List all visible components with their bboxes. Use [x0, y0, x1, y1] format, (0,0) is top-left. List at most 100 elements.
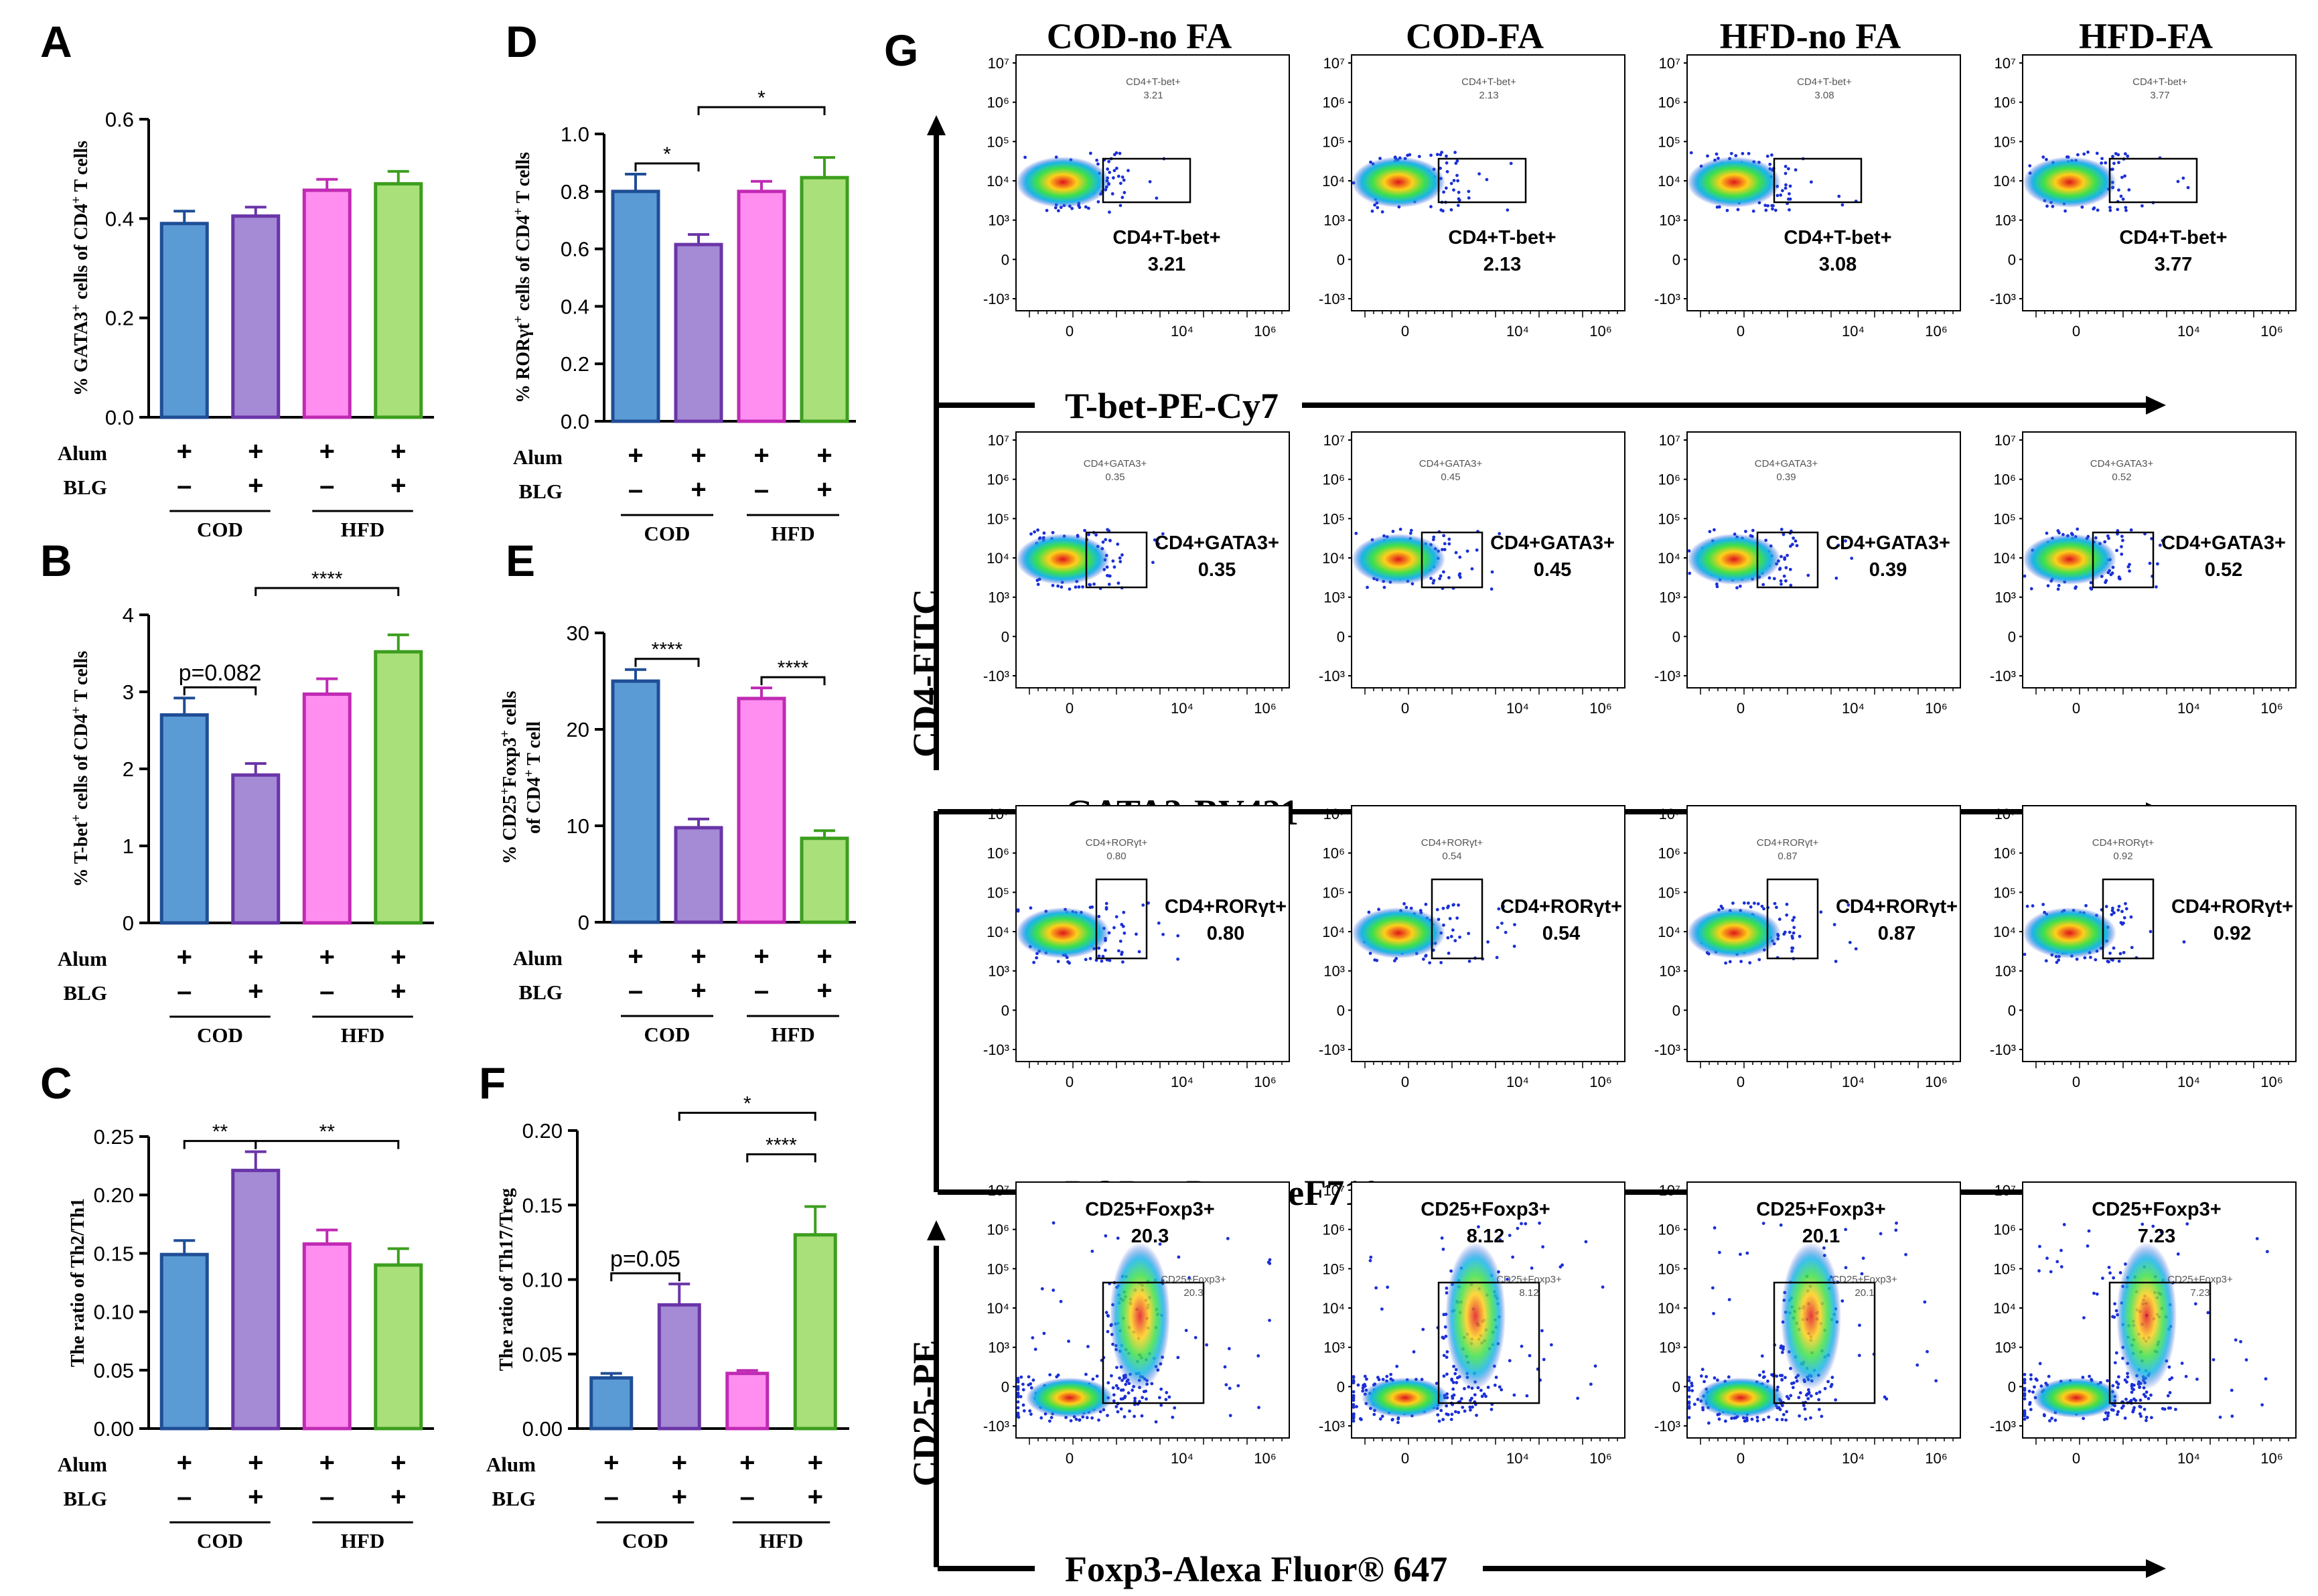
- event-dot: [2120, 922, 2124, 926]
- event-dot: [1717, 1250, 1721, 1254]
- plot-y-tick: -10³: [1654, 1041, 1680, 1058]
- flow-plot: 10⁷ 10⁶ 10⁵ 10⁴ 10³ 0 -10³ 0 10⁴ 10⁶ CD4+GATA3+ 0.4…: [1319, 431, 1625, 717]
- event-dot: [1402, 902, 1406, 905]
- event-dot: [1108, 538, 1112, 542]
- event-dot: [2038, 1362, 2042, 1366]
- event-dot: [1445, 154, 1448, 158]
- event-dot: [1445, 1412, 1449, 1416]
- bar: [302, 1242, 352, 1431]
- event-dot: [1385, 1374, 1389, 1378]
- bar: [231, 773, 281, 925]
- event-dot: [1780, 527, 1784, 531]
- event-dot: [2112, 946, 2116, 950]
- density-cloud: [1352, 534, 1445, 585]
- plot-x-tick: 0: [2072, 323, 2080, 340]
- event-dot: [2114, 1351, 2118, 1355]
- plot-y-tick: 10⁵: [1322, 1260, 1345, 1277]
- event-dot: [1520, 1344, 1524, 1348]
- plot-y-tick: 10⁶: [1658, 94, 1680, 111]
- event-dot: [1016, 1388, 1020, 1392]
- event-dot: [1021, 1382, 1025, 1386]
- plot-x-tick: 0: [1737, 1074, 1745, 1090]
- y-tick-label: 30: [567, 622, 589, 645]
- density-cloud: [1687, 157, 1781, 208]
- marker-arrowhead: [2146, 1559, 2166, 1578]
- event-dot: [1363, 1384, 1367, 1388]
- plot-y-tick: 10⁴: [1322, 550, 1345, 567]
- event-dot: [1101, 540, 1105, 544]
- alum-label: Alum: [486, 1453, 536, 1476]
- gate-value: 2.13: [1483, 254, 1521, 275]
- event-dot: [1439, 208, 1443, 212]
- plot-y-tick: -10³: [1319, 1418, 1345, 1435]
- event-dot: [1016, 1385, 1020, 1388]
- event-dot: [1019, 1394, 1023, 1398]
- event-dot: [1734, 154, 1738, 157]
- plot-x-tick: 10⁶: [1254, 1074, 1277, 1090]
- plot-y-tick: 10⁴: [987, 173, 1009, 190]
- event-dot: [1066, 960, 1070, 964]
- gate: [2102, 878, 2155, 960]
- event-dot: [2115, 549, 2118, 553]
- event-dot: [1923, 1300, 1927, 1304]
- plot-y-tick: -10³: [1319, 1041, 1345, 1058]
- event-dot: [1439, 166, 1442, 170]
- plot-y-tick: 10⁶: [1993, 471, 2016, 488]
- event-dot: [1512, 944, 1516, 948]
- event-dot: [1780, 189, 1784, 193]
- event-dot: [1784, 186, 1788, 190]
- event-dot: [1767, 1415, 1771, 1419]
- event-dot: [1815, 1392, 1818, 1396]
- event-dot: [1111, 176, 1115, 179]
- event-dot: [1441, 906, 1445, 910]
- y-axis-label: The ratio of Th2/Th1: [68, 1198, 88, 1367]
- event-dot: [2055, 960, 2059, 964]
- event-dot: [1074, 585, 1078, 589]
- significance-bracket: [255, 1140, 400, 1149]
- event-dot: [1883, 1395, 1887, 1399]
- event-dot: [1449, 182, 1453, 186]
- event-dot: [2106, 1379, 2109, 1382]
- blg-sign: –: [319, 471, 334, 500]
- gate-value-small: 3.21: [1143, 90, 1163, 101]
- plot-y-tick: -10³: [1990, 1418, 2016, 1435]
- event-dot: [1508, 1359, 1512, 1363]
- event-dot: [2106, 960, 2110, 964]
- event-dot: [1412, 1350, 1416, 1354]
- event-dot: [1051, 530, 1055, 534]
- event-dot: [1147, 901, 1150, 905]
- event-dot: [1463, 1387, 1466, 1390]
- event-dot: [1497, 907, 1501, 911]
- event-dot: [1442, 534, 1446, 538]
- event-dot: [2023, 574, 2027, 578]
- event-dot: [1417, 155, 1421, 159]
- bar: [674, 242, 723, 423]
- density-cloud: [1781, 1242, 1841, 1390]
- alum-sign: +: [390, 942, 406, 972]
- event-dot: [2095, 151, 2099, 155]
- event-dot: [1421, 1327, 1425, 1331]
- gate: [1766, 878, 1819, 960]
- group-label: HFD: [771, 522, 814, 545]
- event-dot: [1422, 957, 1425, 961]
- density-cloud: [2023, 534, 2116, 585]
- gate-value-small: 7.23: [2190, 1287, 2210, 1299]
- event-dot: [1473, 1393, 1477, 1396]
- bar: [231, 214, 281, 419]
- gate-label: CD4+RORγt+: [2171, 896, 2293, 918]
- event-dot: [2100, 157, 2104, 161]
- gate: [1773, 1281, 1876, 1404]
- y-tick-label: 0.20: [522, 1119, 563, 1143]
- event-dot: [2048, 1419, 2051, 1423]
- plot-y-tick: 10⁶: [1322, 845, 1345, 862]
- event-dot: [1792, 916, 1796, 920]
- gate-value: 3.77: [2155, 254, 2192, 275]
- event-dot: [1465, 549, 1469, 553]
- event-dot: [1511, 1255, 1515, 1259]
- event-dot: [1490, 587, 1494, 591]
- event-dot: [1177, 1255, 1181, 1259]
- event-dot: [2120, 910, 2124, 914]
- plot-x-tick: 10⁴: [2177, 323, 2200, 340]
- plot-x-tick: 10⁶: [1254, 323, 1277, 340]
